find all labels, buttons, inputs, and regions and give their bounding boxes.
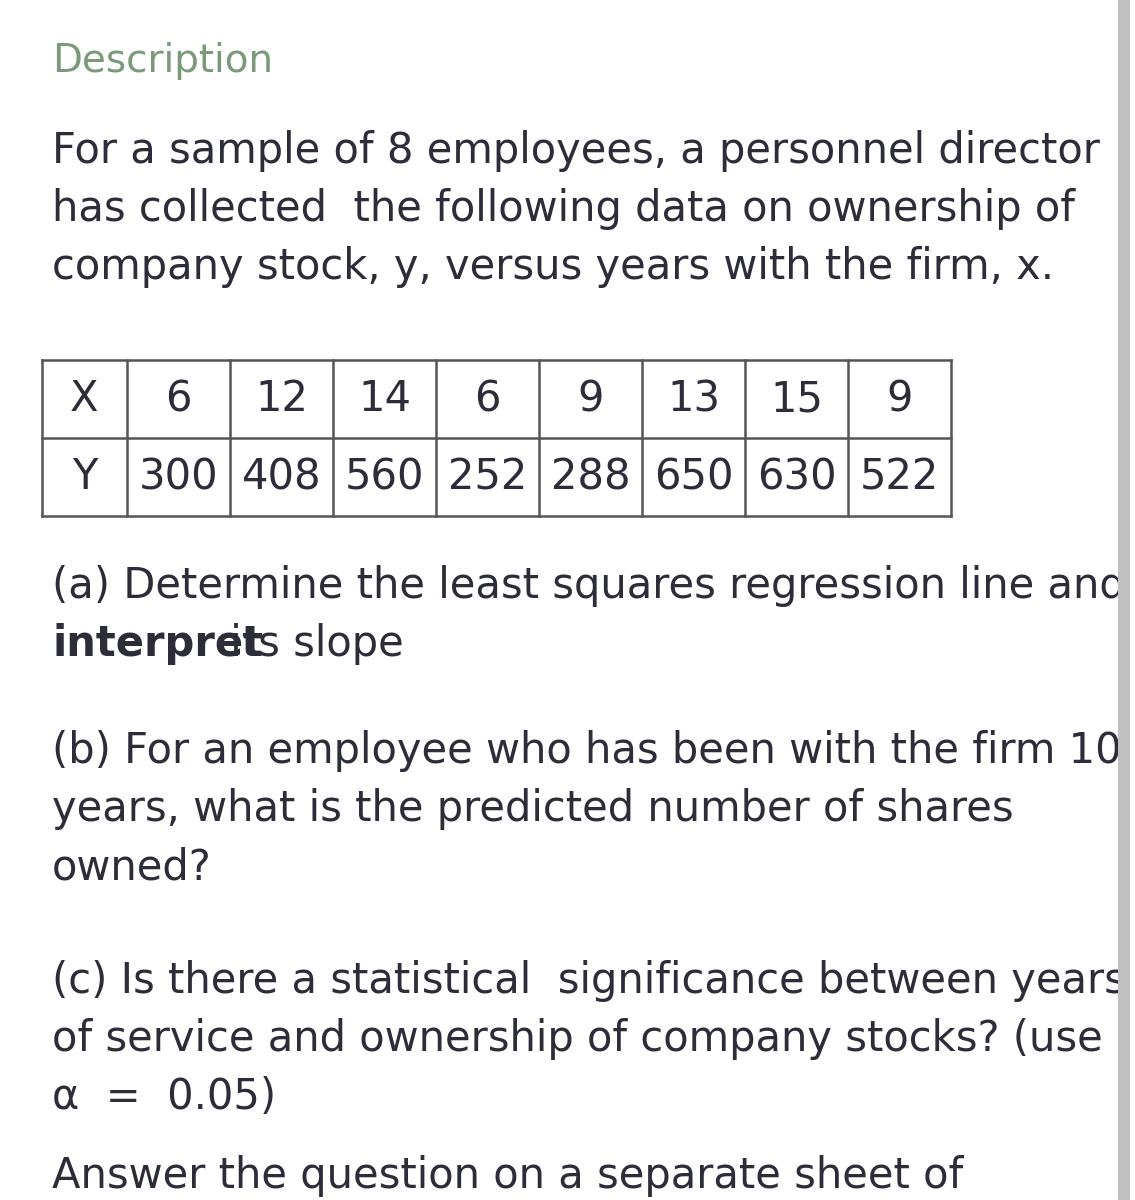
Text: 15: 15 [770,378,823,420]
Text: 9: 9 [886,378,913,420]
Text: 6: 6 [474,378,501,420]
Text: 408: 408 [242,456,321,498]
Text: 300: 300 [138,456,218,498]
Text: its slope: its slope [217,623,404,665]
Text: (a) Determine the least squares regression line and: (a) Determine the least squares regressi… [52,565,1126,607]
Text: 252: 252 [448,456,527,498]
Text: For a sample of 8 employees, a personnel director: For a sample of 8 employees, a personnel… [52,130,1100,172]
Text: Y: Y [72,456,98,498]
Text: 650: 650 [654,456,733,498]
Text: (c) Is there a statistical  significance between years: (c) Is there a statistical significance … [52,960,1126,1002]
Bar [1118,0,1130,1200]
Text: years, what is the predicted number of shares: years, what is the predicted number of s… [52,788,1014,830]
Text: 12: 12 [255,378,308,420]
Text: (b) For an employee who has been with the firm 10: (b) For an employee who has been with th… [52,730,1121,772]
Text: interpret: interpret [52,623,263,665]
Text: company stock, y, versus years with the firm, x.: company stock, y, versus years with the … [52,246,1054,288]
Text: has collected  the following data on ownership of: has collected the following data on owne… [52,188,1075,230]
Text: Answer the question on a separate sheet of: Answer the question on a separate sheet … [52,1154,964,1198]
Text: 522: 522 [860,456,939,498]
Text: 630: 630 [757,456,836,498]
Text: 14: 14 [358,378,411,420]
Text: 288: 288 [550,456,630,498]
Text: X: X [70,378,99,420]
Text: 560: 560 [345,456,424,498]
Text: α  =  0.05): α = 0.05) [52,1076,276,1118]
Text: Description: Description [52,42,274,80]
Text: owned?: owned? [52,846,212,888]
Text: 9: 9 [578,378,604,420]
Text: 6: 6 [166,378,192,420]
Text: of service and ownership of company stocks? (use: of service and ownership of company stoc… [52,1018,1103,1060]
Text: 13: 13 [667,378,720,420]
